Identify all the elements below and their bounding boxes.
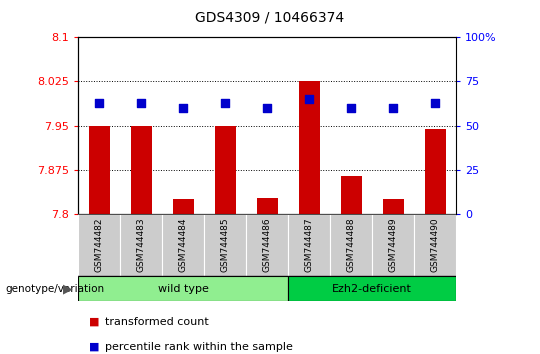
Point <box>221 100 230 105</box>
Bar <box>120 214 163 276</box>
Bar <box>163 214 204 276</box>
Point <box>389 105 397 111</box>
Bar <box>257 198 278 214</box>
Text: wild type: wild type <box>158 284 209 293</box>
Text: GDS4309 / 10466374: GDS4309 / 10466374 <box>195 11 345 25</box>
Text: GSM744489: GSM744489 <box>389 217 398 272</box>
Bar <box>246 214 288 276</box>
Bar <box>330 214 372 276</box>
Bar <box>341 176 362 214</box>
Bar <box>372 214 414 276</box>
Text: ■: ■ <box>89 342 99 352</box>
Bar <box>215 126 236 214</box>
Bar <box>204 214 246 276</box>
Point <box>95 100 104 105</box>
Text: GSM744488: GSM744488 <box>347 217 356 272</box>
Text: Ezh2-deficient: Ezh2-deficient <box>332 284 412 293</box>
Bar <box>131 126 152 214</box>
Point <box>305 96 314 102</box>
Text: GSM744482: GSM744482 <box>95 217 104 272</box>
Point <box>263 105 272 111</box>
Text: ▶: ▶ <box>63 282 73 295</box>
Bar <box>89 126 110 214</box>
Text: percentile rank within the sample: percentile rank within the sample <box>105 342 293 352</box>
Point <box>347 105 356 111</box>
Bar <box>299 81 320 214</box>
Bar <box>78 276 288 301</box>
Point <box>137 100 146 105</box>
Bar <box>78 214 120 276</box>
Text: GSM744485: GSM744485 <box>221 217 230 272</box>
Text: genotype/variation: genotype/variation <box>5 284 105 293</box>
Text: GSM744486: GSM744486 <box>263 217 272 272</box>
Bar <box>173 199 194 214</box>
Text: GSM744483: GSM744483 <box>137 217 146 272</box>
Bar <box>288 214 330 276</box>
Text: ■: ■ <box>89 317 99 327</box>
Bar <box>425 129 446 214</box>
Bar <box>383 199 404 214</box>
Bar <box>288 276 456 301</box>
Point <box>179 105 187 111</box>
Bar <box>414 214 456 276</box>
Text: GSM744484: GSM744484 <box>179 217 188 272</box>
Text: GSM744490: GSM744490 <box>431 217 440 272</box>
Text: GSM744487: GSM744487 <box>305 217 314 272</box>
Point <box>431 100 440 105</box>
Text: transformed count: transformed count <box>105 317 209 327</box>
